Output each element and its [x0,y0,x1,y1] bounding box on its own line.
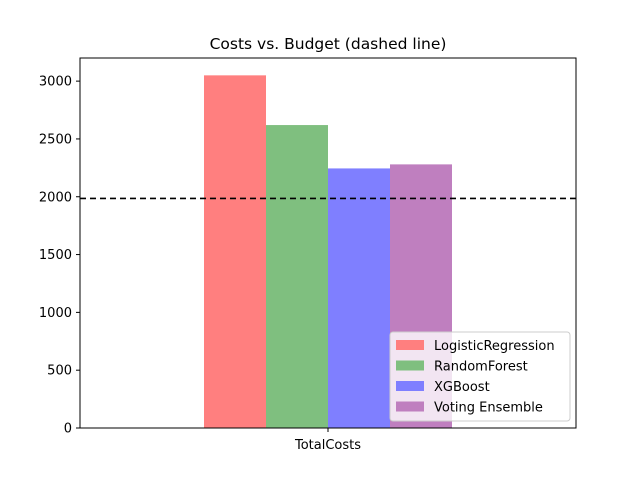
legend-swatch [396,340,424,350]
y-tick-label: 500 [47,364,72,379]
y-tick-label: 2000 [39,190,72,205]
legend-swatch [396,360,424,371]
bar-randomforest [266,125,328,428]
y-tick-label: 3000 [39,75,72,90]
bar-xgboost [328,168,390,428]
legend-label: XGBoost [434,380,490,395]
legend-swatch [396,381,424,391]
y-tick-label: 1500 [39,248,72,263]
x-axis: TotalCosts [294,428,361,453]
legend: LogisticRegression RandomForest XGBoost Vot… [389,331,571,422]
legend-label: LogisticRegression [434,339,555,354]
legend-label: Voting Ensemble [434,401,543,416]
y-tick-label: 0 [64,422,72,437]
legend-swatch [396,401,424,412]
y-axis: 0 500 1000 1500 2000 2500 3000 [39,75,80,437]
y-tick-label: 2500 [39,132,72,147]
legend-label: RandomForest [434,360,528,375]
chart-title: Costs vs. Budget (dashed line) [210,35,447,53]
bar-logisticregression [204,75,266,428]
legend-box [389,331,571,422]
x-tick-label: TotalCosts [294,438,361,453]
y-tick-label: 1000 [39,306,72,321]
